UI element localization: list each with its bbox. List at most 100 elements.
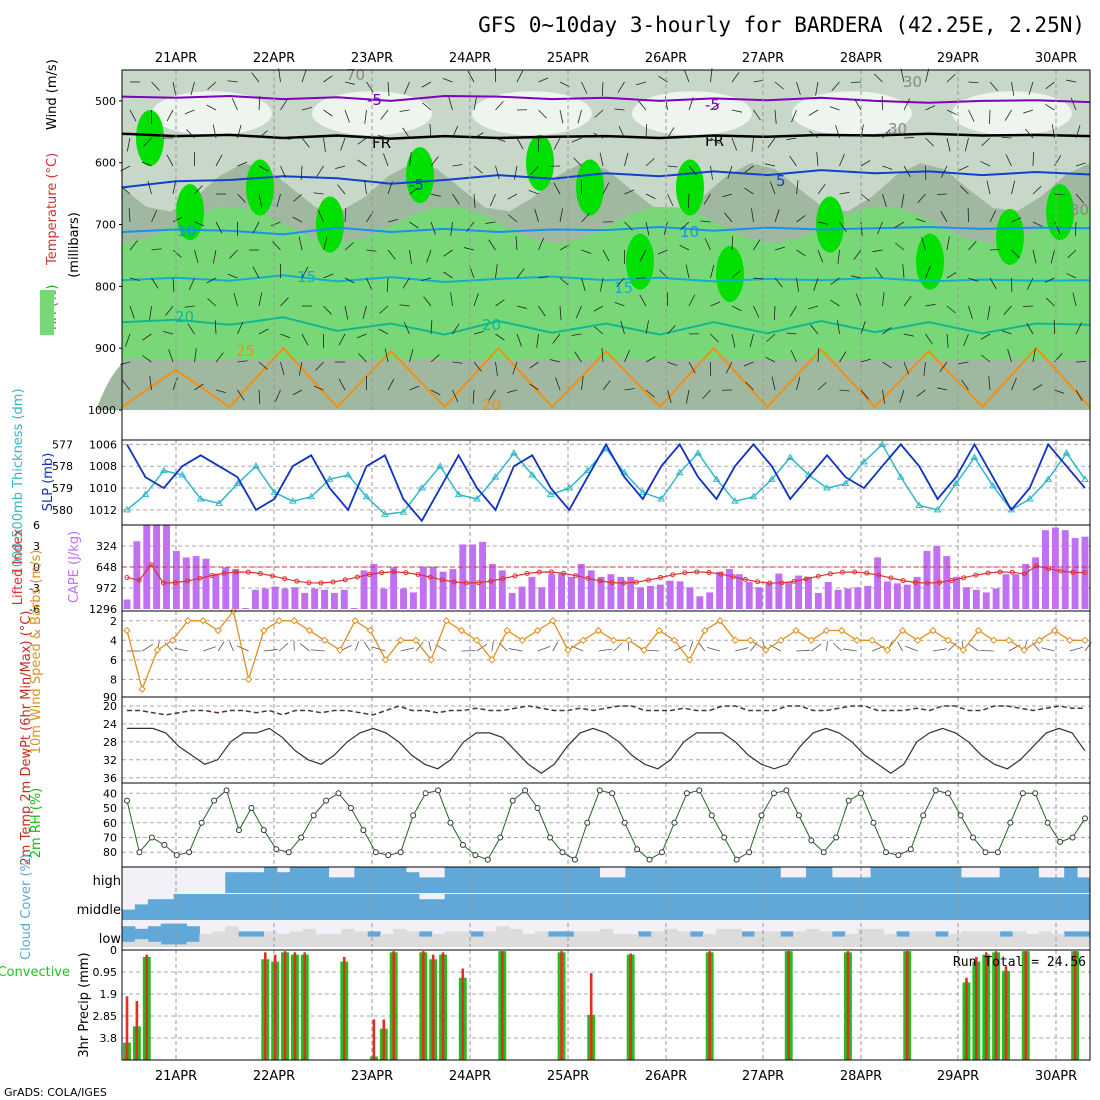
- wind-barb: [683, 69, 690, 83]
- cloud-high-bar: [354, 867, 368, 893]
- cape-bar: [330, 593, 338, 609]
- wind-barb: [129, 109, 137, 122]
- wind-barb: [989, 109, 991, 124]
- wind-barb: [1011, 81, 1015, 96]
- cloud-high-bar: [960, 877, 975, 893]
- rh-point: [870, 819, 877, 826]
- lifted-point: [682, 570, 688, 576]
- wind-barb: [372, 646, 386, 652]
- temp-contour--5: [121, 94, 1091, 104]
- lifted-point: [270, 573, 276, 579]
- cloud-low-clear: [276, 934, 291, 947]
- wind-barb: [946, 73, 956, 83]
- precip-conv-bar: [125, 996, 129, 1060]
- wind-barb: [968, 643, 979, 652]
- wind-barb: [174, 647, 188, 652]
- wind-barb: [1069, 646, 1083, 652]
- wind-barb: [667, 127, 675, 139]
- wind-barb: [882, 193, 887, 208]
- run-total-annotation: Run Total = 24.56: [953, 955, 1086, 970]
- contour-label: 30: [888, 120, 907, 138]
- wind-barb: [384, 348, 389, 363]
- slp-tick: 1012: [89, 504, 117, 517]
- wind-barb: [645, 649, 660, 652]
- rh-point: [347, 805, 354, 812]
- wind-barb: [899, 389, 905, 403]
- wind-barb: [860, 389, 869, 400]
- precip-conv-bar: [263, 952, 267, 1060]
- cloud-high-bar: [831, 877, 846, 893]
- cloud-high-bar: [754, 867, 768, 893]
- wind-barb: [725, 361, 733, 374]
- cape-bar: [874, 557, 882, 609]
- lifted-point: [148, 562, 154, 568]
- contour-label: 30: [903, 73, 922, 91]
- wind-barb: [645, 356, 656, 363]
- cape-bar: [775, 573, 783, 609]
- wind-barb: [516, 70, 524, 83]
- wind-barb: [344, 277, 355, 284]
- thickness-point: [712, 475, 721, 482]
- cloud-high-bar: [341, 877, 355, 893]
- cape-bar: [222, 567, 230, 609]
- wind-barb: [207, 81, 217, 90]
- cloud-middle-bar: [560, 894, 575, 920]
- thickness-point: [196, 495, 205, 502]
- wind-barb: [280, 165, 287, 179]
- rh-point: [920, 812, 927, 819]
- wind-barb: [452, 193, 460, 205]
- wind-barb: [202, 646, 216, 652]
- cloud-low-clear: [302, 928, 317, 947]
- cape-bar: [251, 589, 259, 609]
- wind-barb: [415, 642, 424, 652]
- cloud-middle-bar: [909, 894, 923, 920]
- precip-conv-bar: [431, 954, 435, 1060]
- wind-barb: [710, 103, 720, 111]
- lifted-point: [961, 575, 967, 581]
- rh-tick: 60: [103, 817, 117, 830]
- rh-point: [372, 849, 379, 856]
- cloud-middle-bar: [1012, 894, 1026, 920]
- wind-barb: [573, 157, 582, 167]
- cape-bar: [380, 588, 388, 609]
- wind-barb: [636, 81, 647, 86]
- wind-barb: [680, 221, 690, 230]
- temp-label-g: 2m Temp 2m DewPt (6hr Min/Max) (°C): [19, 611, 34, 866]
- wind-barb: [706, 647, 721, 652]
- slp-line: [126, 442, 1086, 523]
- wind-barb: [786, 137, 797, 141]
- wind-barb: [1032, 185, 1042, 195]
- wind-barb: [817, 184, 826, 195]
- wind-barb: [452, 125, 459, 139]
- precip-conv-bar: [905, 951, 909, 1060]
- wind-barb: [338, 333, 346, 346]
- cloud-low-clear: [676, 931, 691, 947]
- cloud-low-clear: [186, 941, 200, 947]
- wind-barb: [765, 356, 776, 363]
- cloud-high-bar: [741, 867, 755, 893]
- lifted-point: [160, 580, 166, 586]
- wind-barb: [1011, 180, 1016, 195]
- day-label-top: 27APR: [742, 51, 784, 66]
- wind-axis-label: 10m Wind Speed & Barbs (m/s): [29, 550, 44, 755]
- wind-point: [320, 636, 329, 645]
- wind-barb: [149, 305, 152, 320]
- wind-barb: [679, 244, 690, 251]
- thickness-point: [1081, 475, 1089, 482]
- wind-barb: [206, 277, 217, 284]
- wind-barb: [280, 137, 291, 140]
- wind-barb: [980, 161, 991, 167]
- cloud-high-bar: [1025, 867, 1039, 893]
- rh-diurnal-hump: [292, 357, 372, 410]
- wind-barb: [744, 165, 754, 173]
- cloud-low-clear: [289, 931, 304, 947]
- cloud-high-bar: [664, 867, 678, 893]
- wind-barb: [473, 193, 476, 208]
- wind-barb: [925, 137, 934, 147]
- cloud-middle-bar: [780, 894, 794, 920]
- thickness-point: [307, 492, 316, 500]
- wind-tick: 4: [110, 634, 117, 647]
- wind-barb: [538, 276, 549, 279]
- cape-bar: [953, 576, 961, 609]
- wind-barb: [530, 165, 539, 175]
